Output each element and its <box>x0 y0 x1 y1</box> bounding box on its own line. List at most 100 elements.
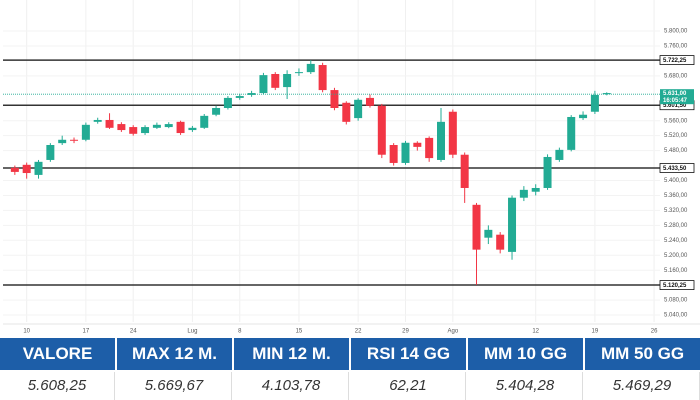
y-tick-label: 5.280,00 <box>664 223 688 229</box>
level-box <box>659 163 695 173</box>
candle-body <box>602 93 611 95</box>
candle-body <box>389 145 398 163</box>
candle-body <box>22 164 31 174</box>
candle-body <box>365 97 374 106</box>
y-tick-label: 5.760,00 <box>664 44 688 50</box>
candle-body <box>70 139 79 141</box>
candle-body <box>567 116 576 150</box>
candle-body <box>34 161 43 175</box>
candle-body <box>377 105 386 155</box>
candle-body <box>354 99 363 119</box>
y-tick-label: 5.080,00 <box>664 298 688 304</box>
candle-body <box>259 75 268 94</box>
y-tick-label: 5.160,00 <box>664 268 688 274</box>
candle-body <box>271 73 280 88</box>
x-tick-label: 8 <box>238 329 242 335</box>
level-label: 5.722,25 <box>663 58 687 64</box>
candle-body <box>437 121 445 160</box>
y-tick-label: 5.680,00 <box>664 73 688 79</box>
x-tick-label: 19 <box>592 329 599 335</box>
candle-body <box>472 204 481 250</box>
x-tick-label: 10 <box>23 329 30 335</box>
table-header: MAX 12 M. <box>117 338 232 370</box>
table-value: 62,21 <box>351 372 466 400</box>
candle-body <box>212 108 221 115</box>
table-value: 5.669,67 <box>117 372 232 400</box>
table-header: RSI 14 GG <box>351 338 466 370</box>
level-label: 5.120,25 <box>663 283 687 289</box>
y-tick-label: 5.040,00 <box>664 313 688 319</box>
y-tick-label: 5.480,00 <box>664 148 688 154</box>
candle-body <box>81 124 90 140</box>
candle-body <box>188 127 197 131</box>
table-value: 4.103,78 <box>234 372 349 400</box>
candle-body <box>425 137 434 159</box>
candle-body <box>129 127 138 134</box>
candle-body <box>58 139 67 144</box>
y-tick-label: 5.800,00 <box>664 29 688 35</box>
candle-body <box>235 96 244 98</box>
candle-body <box>176 121 185 134</box>
candle-body <box>164 124 173 128</box>
level-box <box>659 55 695 65</box>
stats-table: VALORE MAX 12 M. MIN 12 M. RSI 14 GG MM 10 G… <box>0 338 700 400</box>
candle-body <box>294 72 303 74</box>
candle-body <box>579 114 588 119</box>
candle-body <box>555 149 564 160</box>
candle-body <box>508 197 517 252</box>
candle-body <box>342 102 351 122</box>
table-header: MM 10 GG <box>468 338 583 370</box>
candle-body <box>117 124 126 131</box>
last-price-label: 5.631,00 <box>663 91 687 97</box>
y-tick-label: 5.200,00 <box>664 253 688 259</box>
x-tick-label: Ago <box>447 329 458 335</box>
candle-body <box>448 111 457 155</box>
y-tick-label: 5.320,00 <box>664 208 688 214</box>
candle-body <box>519 189 528 198</box>
x-tick-label: 17 <box>83 329 90 335</box>
y-tick-label: 5.520,00 <box>664 133 688 139</box>
candle-body <box>330 90 339 109</box>
x-tick-label: 15 <box>296 329 303 335</box>
candle-body <box>496 234 505 250</box>
chart: 10 17 24 Lug 8 15 22 29 Ago 12 19 26 5.040,00 5.080,0… <box>3 0 700 335</box>
y-tick-label: 5.400,00 <box>664 178 688 184</box>
candle-body <box>46 145 55 160</box>
candle-body <box>306 63 315 73</box>
candle-body <box>460 154 469 188</box>
table-value: 5.608,25 <box>0 372 115 400</box>
x-tick-label: 29 <box>402 329 409 335</box>
last-price-time: 16:05:47 <box>663 98 688 104</box>
level-box <box>659 280 695 290</box>
candle-body <box>413 142 422 147</box>
candle-body <box>10 167 19 172</box>
y-tick-label: 5.360,00 <box>664 193 688 199</box>
y-tick-label: 5.240,00 <box>664 238 688 244</box>
candle-body <box>318 65 327 91</box>
candle-body <box>152 124 161 128</box>
x-tick-label: 12 <box>532 329 539 335</box>
table-header: VALORE <box>0 338 115 370</box>
candle-body <box>200 115 209 128</box>
candle-body <box>401 142 410 163</box>
candle-body <box>93 119 102 122</box>
x-tick-label: 22 <box>355 329 362 335</box>
candle-body <box>223 97 232 109</box>
candle-body <box>141 127 150 134</box>
table-header: MIN 12 M. <box>234 338 349 370</box>
x-tick-label: Lug <box>187 329 197 335</box>
last-price-box <box>660 89 694 105</box>
level-label: 5.601,50 <box>663 103 687 109</box>
candle-body <box>531 187 540 192</box>
candle-body <box>283 73 292 88</box>
candle-body <box>543 156 552 188</box>
candle-body <box>105 119 114 128</box>
table-header: MM 50 GG <box>585 338 700 370</box>
x-tick-label: 24 <box>130 329 137 335</box>
table-value: 5.404,28 <box>468 372 583 400</box>
level-label: 5.433,50 <box>663 166 687 172</box>
candle-body <box>590 94 599 112</box>
table-value: 5.469,29 <box>585 372 700 400</box>
x-tick-label: 26 <box>651 329 658 335</box>
